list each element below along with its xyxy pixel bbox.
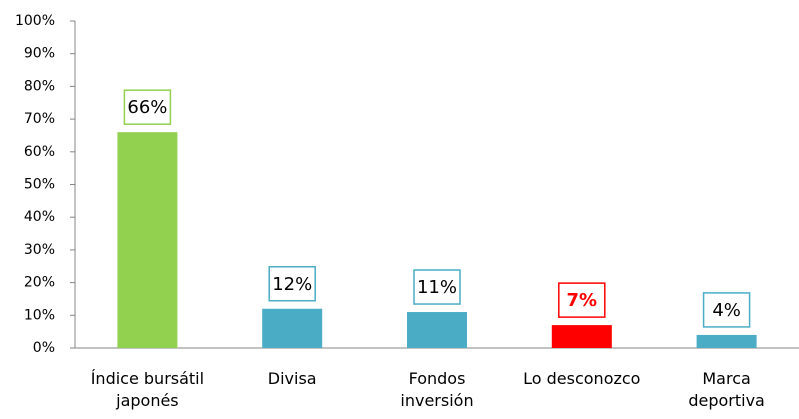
y-tick-label: 70%	[24, 111, 55, 127]
value-label-box	[558, 282, 606, 318]
y-tick-label: 20%	[24, 275, 55, 291]
value-label: 12%	[272, 274, 312, 295]
bar	[117, 132, 178, 348]
y-tick-label: 10%	[24, 307, 55, 323]
y-tick-label: 80%	[24, 78, 55, 94]
value-label-box	[702, 292, 751, 328]
y-tick-label: 30%	[24, 242, 55, 258]
value-label: 7%	[567, 290, 598, 311]
value-label: 11%	[417, 277, 457, 298]
value-label: 4%	[712, 300, 741, 321]
y-tick-label: 50%	[24, 177, 55, 193]
bar	[407, 312, 467, 348]
value-label-box	[413, 269, 461, 305]
bar	[551, 325, 612, 348]
y-tick-label: 90%	[24, 46, 55, 62]
bar	[696, 334, 757, 348]
x-tick-label: Fondos inversión	[400, 369, 474, 410]
value-label-box	[268, 266, 316, 302]
y-tick-label: 40%	[24, 209, 55, 225]
value-label: 66%	[127, 97, 167, 118]
x-tick-label: Marca deportiva	[688, 369, 765, 410]
y-tick-label: 0%	[33, 340, 55, 356]
bar	[262, 308, 323, 348]
y-tick-label: 100%	[15, 13, 55, 29]
value-label-box	[123, 89, 172, 125]
x-tick-label: Índice bursátil japonés	[90, 369, 205, 410]
x-tick-label: Divisa	[267, 369, 317, 388]
y-tick-label: 60%	[24, 144, 55, 160]
x-tick-label: Lo desconozco	[523, 369, 641, 388]
